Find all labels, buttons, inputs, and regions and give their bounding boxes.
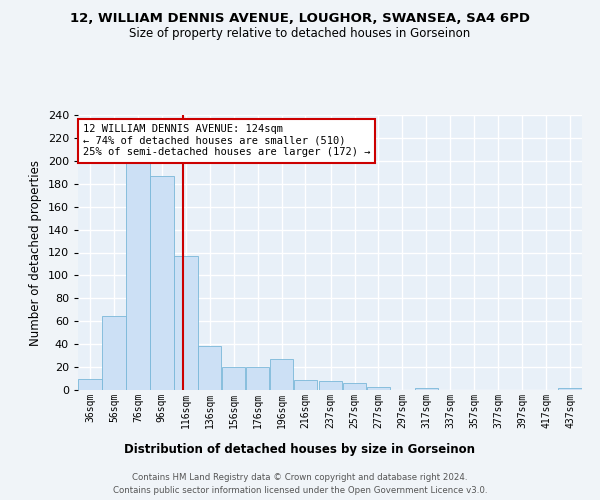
Text: 12 WILLIAM DENNIS AVENUE: 124sqm
← 74% of detached houses are smaller (510)
25% : 12 WILLIAM DENNIS AVENUE: 124sqm ← 74% o… (83, 124, 370, 158)
Bar (198, 346, 221, 390)
Bar (270, 359, 293, 390)
Bar (558, 388, 582, 390)
Text: Distribution of detached houses by size in Gorseinon: Distribution of detached houses by size … (125, 442, 476, 456)
Text: Contains HM Land Registry data © Crown copyright and database right 2024.: Contains HM Land Registry data © Crown c… (132, 472, 468, 482)
Bar (126, 161, 149, 390)
Bar (78, 378, 102, 390)
Bar (174, 256, 197, 390)
Bar (415, 388, 438, 390)
Bar (102, 316, 126, 390)
Bar (293, 380, 317, 390)
Bar (343, 383, 367, 390)
Text: Size of property relative to detached houses in Gorseinon: Size of property relative to detached ho… (130, 28, 470, 40)
Bar (246, 367, 269, 390)
Bar (150, 176, 173, 390)
Bar (367, 386, 390, 390)
Text: Contains public sector information licensed under the Open Government Licence v3: Contains public sector information licen… (113, 486, 487, 495)
Bar (222, 367, 245, 390)
Y-axis label: Number of detached properties: Number of detached properties (29, 160, 42, 346)
Bar (319, 381, 343, 390)
Text: 12, WILLIAM DENNIS AVENUE, LOUGHOR, SWANSEA, SA4 6PD: 12, WILLIAM DENNIS AVENUE, LOUGHOR, SWAN… (70, 12, 530, 26)
